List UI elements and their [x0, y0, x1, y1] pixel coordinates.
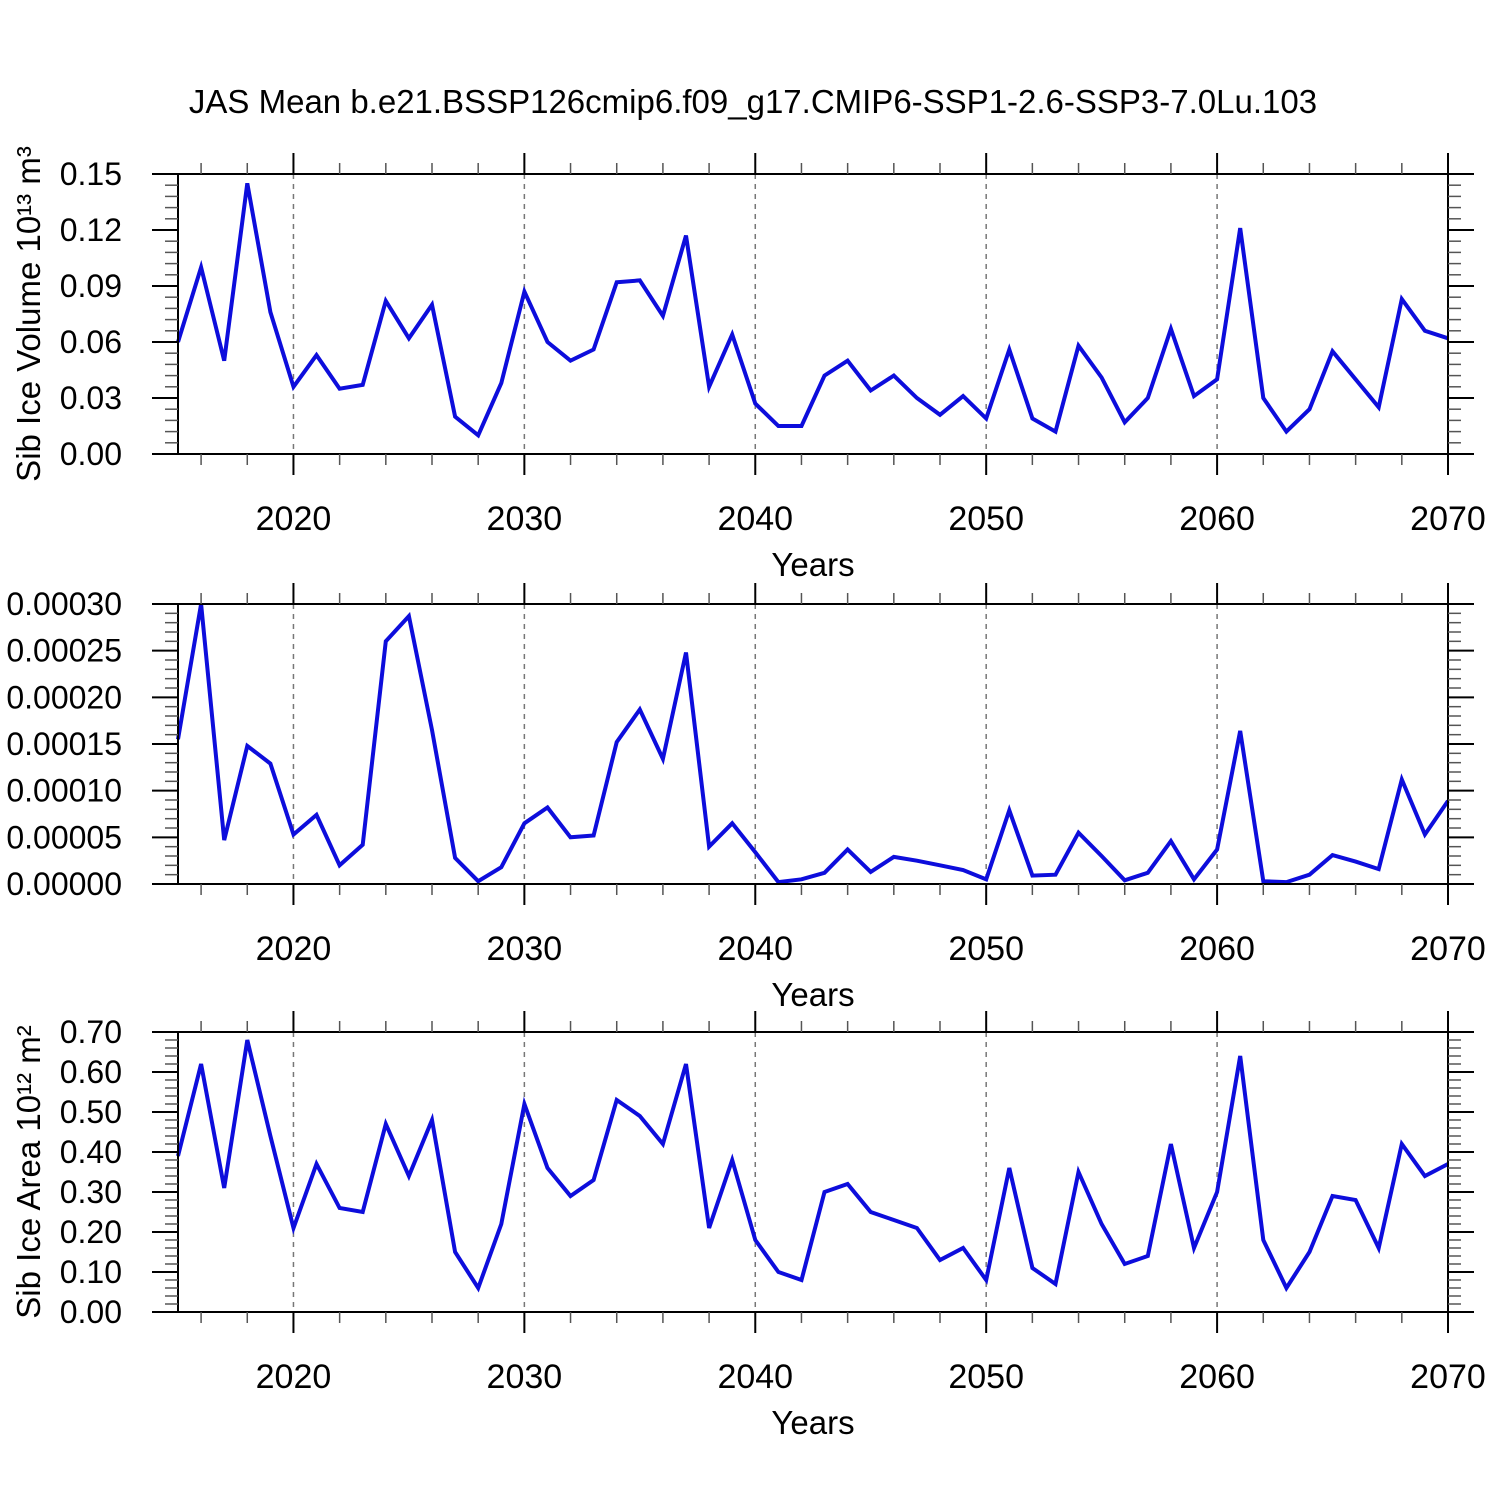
y-tick-label: 0.00025	[6, 633, 122, 669]
x-tick-label: 2030	[487, 500, 563, 538]
y-tick-label: 0.00010	[6, 773, 122, 809]
x-tick-label: 2070	[1410, 500, 1486, 538]
plot-frame	[177, 1031, 1449, 1313]
x-tick-label: 2020	[256, 930, 332, 968]
x-tick-label: 2060	[1179, 500, 1255, 538]
x-tick-label: 2040	[717, 1358, 793, 1396]
y-tick-label: 0.60	[60, 1054, 122, 1090]
y-tick-label: 0.00030	[6, 586, 122, 622]
chart-title: JAS Mean b.e21.BSSP126cmip6.f09_g17.CMIP…	[189, 83, 1317, 120]
x-tick-label: 2060	[1179, 1358, 1255, 1396]
x-tick-label: 2050	[948, 500, 1024, 538]
y-tick-label: 0.00015	[6, 726, 122, 762]
y-tick-label: 0.70	[60, 1014, 122, 1050]
plot-frame	[177, 173, 1449, 455]
panels-group: 0.00 0.03 0.06 0.09 0.12 0.15 2020 2030 2040 2050…	[6, 146, 1485, 1441]
x-axis-title: Years	[771, 976, 854, 1013]
y-tick-label: 0.00	[60, 1294, 122, 1330]
panel-sib-ice-area: 0.00 0.10 0.20 0.30 0.40 0.50 0.60 0.70 2020 2030…	[10, 1011, 1486, 1441]
y-axis-title-sib-ice-volume: Sib Ice Volume 10¹³ m³	[10, 146, 47, 482]
x-tick-label: 2020	[256, 500, 332, 538]
x-tick-label: 2020	[256, 1358, 332, 1396]
x-tick-label: 2070	[1410, 930, 1486, 968]
x-tick-label: 2070	[1410, 1358, 1486, 1396]
x-tick-label: 2030	[487, 930, 563, 968]
y-tick-label: 0.15	[60, 156, 122, 192]
x-tick-label: 2060	[1179, 930, 1255, 968]
x-tick-label: 2040	[717, 500, 793, 538]
y-tick-label: 0.03	[60, 380, 122, 416]
y-tick-label: 0.00	[60, 436, 122, 472]
y-tick-label: 0.09	[60, 268, 122, 304]
x-axis-title: Years	[771, 1404, 854, 1441]
y-tick-label: 0.12	[60, 212, 122, 248]
x-tick-label: 2050	[948, 1358, 1024, 1396]
x-axis-title: Years	[771, 546, 854, 583]
panel-sib-ice-volume: 0.00 0.03 0.06 0.09 0.12 0.15 2020 2030 2040 2050…	[10, 146, 1486, 583]
x-tick-label: 2040	[717, 930, 793, 968]
x-tick-label: 2030	[487, 1358, 563, 1396]
series-line-sib-ice-volume	[176, 182, 1449, 439]
panel-middle-series: 0.00000 0.00005 0.00010 0.00015 0.00020 0.000…	[6, 583, 1486, 1013]
series-line-sib-ice-area	[176, 1039, 1449, 1293]
y-tick-label: 0.06	[60, 324, 122, 360]
y-tick-label: 0.50	[60, 1094, 122, 1130]
y-axis-title-sib-ice-area: Sib Ice Area 10¹² m²	[10, 1025, 47, 1318]
y-tick-label: 0.10	[60, 1254, 122, 1290]
y-tick-label: 0.30	[60, 1174, 122, 1210]
y-tick-label: 0.00020	[6, 679, 122, 715]
y-tick-label: 0.20	[60, 1214, 122, 1250]
x-tick-label: 2050	[948, 930, 1024, 968]
y-tick-label: 0.00005	[6, 819, 122, 855]
y-tick-label: 0.00000	[6, 866, 122, 902]
series-line-middle-series	[176, 603, 1450, 885]
y-tick-label: 0.40	[60, 1134, 122, 1170]
